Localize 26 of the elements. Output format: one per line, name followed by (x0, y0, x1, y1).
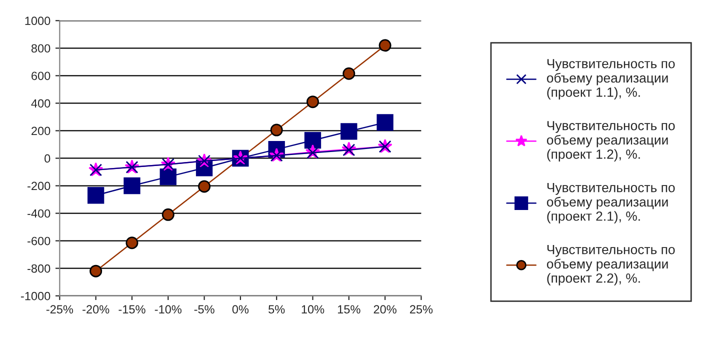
x-tick-label: 10% (302, 305, 324, 314)
y-tick-label: -600 (28, 236, 50, 246)
x-tick-label: -5% (194, 305, 214, 314)
y-tick-label: 200 (32, 126, 50, 136)
y-tick-label: -1000 (20, 292, 50, 300)
x-tick-label: -15% (118, 305, 146, 314)
y-tick-label: 400 (31, 99, 50, 108)
legend-label: Чувствительность по объему реализации (проект 1.2), %. (546, 121, 675, 162)
y-tick-label: -200 (28, 182, 50, 190)
x-tick-label: 20% (374, 305, 396, 314)
y-tick-label: 0 (44, 154, 50, 163)
y-tick-label: 1000 (25, 16, 50, 26)
legend-label: Чувствительность по объему реализации (проект 1.1), %. (546, 59, 675, 100)
x-tick-label: 0% (232, 305, 249, 314)
y-tick-label: 800 (31, 44, 50, 53)
x-tick-label: -20% (82, 305, 110, 314)
y-tick-label: -800 (28, 264, 50, 273)
x-tick-label: 15% (338, 305, 360, 314)
legend-label: Чувствительность по объему реализации (проект 2.2), %. (546, 245, 675, 286)
x-tick-label: 5% (268, 305, 285, 314)
x-tick-label: -10% (154, 305, 182, 314)
y-tick-label: 600 (32, 72, 50, 80)
y-tick-label: -400 (28, 209, 50, 218)
legend-label: Чувствительность по объему реализации (проект 2.1), %. (546, 183, 675, 224)
x-tick-label: 25% (410, 305, 433, 314)
x-tick-label: -25% (46, 305, 74, 314)
